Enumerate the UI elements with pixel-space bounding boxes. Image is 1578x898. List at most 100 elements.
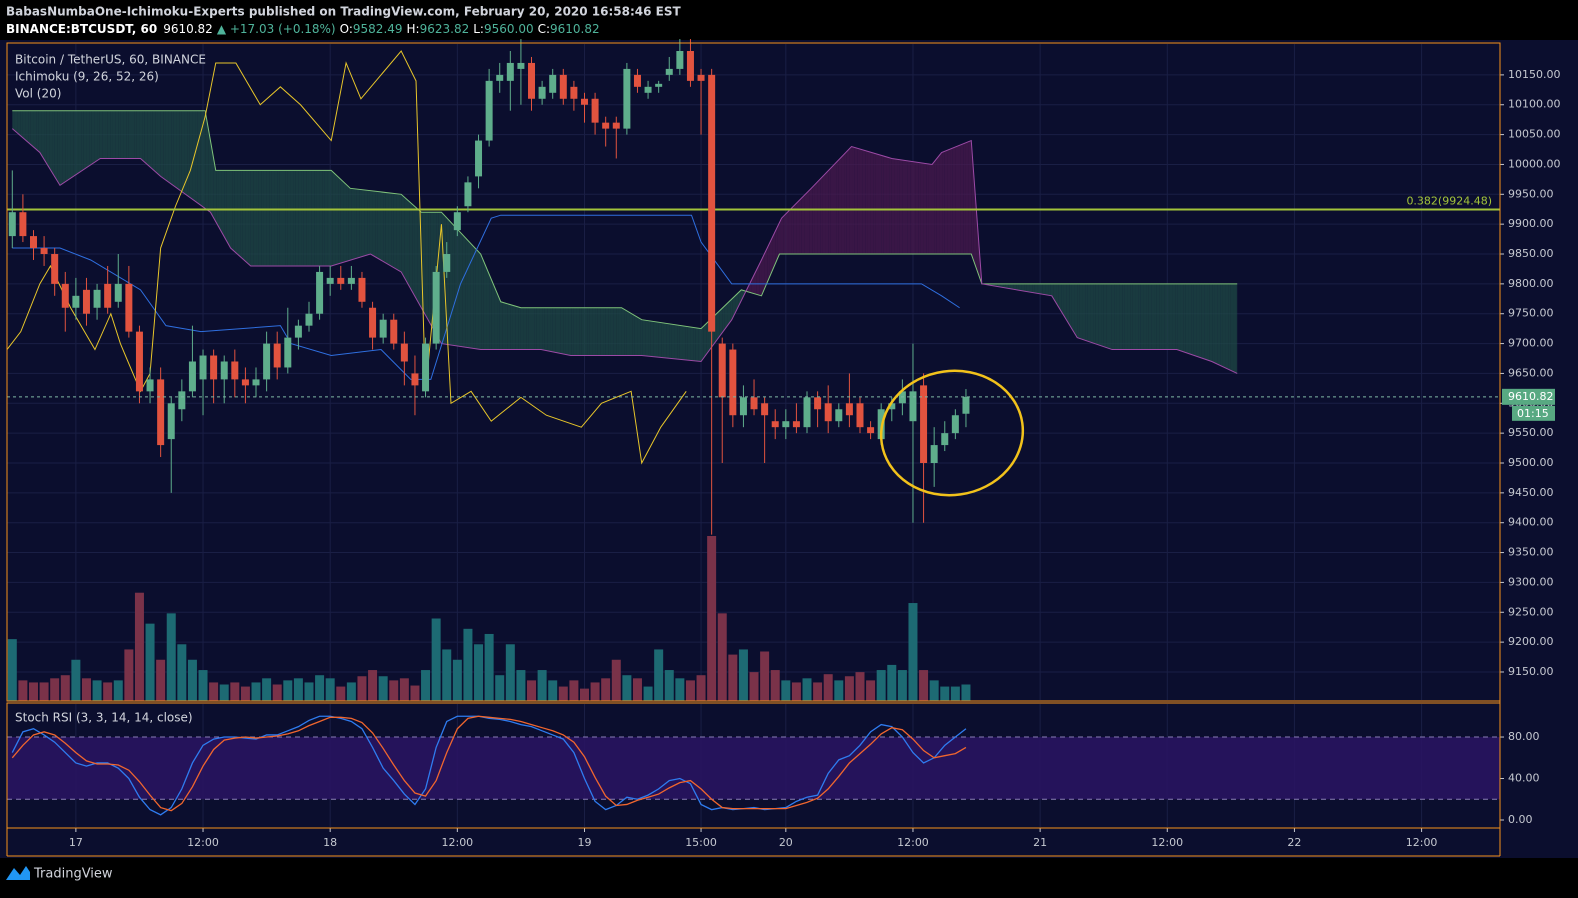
cloud [287, 170, 291, 266]
cloud [497, 292, 500, 350]
y-tick-label: 9850.00 [1508, 247, 1554, 260]
candle-body [771, 421, 779, 428]
cloud [1026, 283, 1030, 293]
cloud [695, 327, 699, 362]
cloud [237, 170, 241, 257]
cloud [891, 158, 895, 255]
cloud [226, 170, 230, 247]
ohlc-label: L: [473, 22, 484, 36]
volume-bar [50, 678, 60, 701]
candle-body [761, 403, 769, 416]
volume-bar [654, 649, 664, 701]
cloud [915, 162, 919, 255]
cloud [187, 110, 190, 198]
x-tick-label: 22 [1287, 836, 1301, 849]
cloud [1204, 283, 1208, 360]
cloud [666, 323, 670, 359]
candle-body [888, 403, 896, 410]
cloud [701, 326, 704, 362]
volume-bar [685, 680, 695, 701]
volume-bar [675, 678, 685, 701]
cloud [338, 176, 341, 264]
cloud [836, 159, 839, 255]
cloud [70, 110, 74, 179]
cloud [632, 314, 635, 356]
cloud [78, 110, 82, 173]
cloud [391, 193, 394, 268]
cloud [428, 212, 431, 325]
volume-bar [177, 644, 187, 701]
cloud [867, 151, 871, 255]
cloud [57, 110, 60, 186]
cloud [624, 309, 627, 356]
cloud [446, 217, 450, 345]
cloud [1095, 283, 1099, 345]
volume-bar [940, 686, 950, 701]
cloud [783, 213, 786, 255]
cloud [462, 234, 466, 348]
cloud [878, 154, 882, 255]
volume-bar [834, 680, 844, 701]
cloud [221, 170, 225, 237]
cloud [54, 110, 58, 182]
cloud [544, 307, 548, 351]
cloud [581, 307, 585, 356]
cloud [232, 170, 235, 252]
cloud [457, 229, 460, 347]
countdown-badge [1512, 405, 1555, 421]
cloud [242, 170, 246, 262]
cloud [767, 242, 770, 283]
candle-body [697, 74, 705, 81]
cloud [897, 159, 900, 255]
cloud [1222, 283, 1226, 368]
footer: TradingView [33, 867, 113, 882]
cloud [343, 181, 347, 263]
cloud [1209, 283, 1213, 362]
candle-body [379, 319, 387, 338]
cloud [123, 110, 127, 159]
cloud [1199, 283, 1202, 359]
candle-body [188, 361, 196, 392]
volume-bar [103, 682, 113, 701]
cloud [952, 146, 956, 255]
volume-bar [632, 678, 642, 701]
cloud [1185, 283, 1189, 354]
volume-bar [378, 676, 388, 701]
cloud [1148, 283, 1152, 350]
cloud [936, 155, 940, 255]
layer: 9150.00 9200.00 9250.00 9300.00 9350.00 9400.… [6, 39, 1561, 849]
cloud [565, 307, 569, 356]
volume-bar [283, 680, 293, 701]
cloud [791, 205, 794, 255]
cloud [1069, 283, 1072, 329]
cloud [589, 307, 593, 356]
volume-bar [410, 685, 420, 701]
cloud [780, 216, 784, 255]
candle-body [326, 277, 334, 284]
candle-body [930, 445, 938, 463]
cloud [719, 308, 723, 337]
cloud [716, 310, 720, 340]
volume-bar [516, 670, 526, 701]
cloud [584, 307, 588, 356]
cloud [62, 110, 66, 184]
cloud [809, 187, 813, 255]
cloud [407, 199, 410, 288]
y-tick-label: 9750.00 [1508, 307, 1554, 320]
cloud [812, 184, 815, 255]
cloud [1050, 283, 1054, 299]
cloud [841, 154, 845, 255]
cloud [375, 191, 378, 259]
cloud [1040, 283, 1043, 295]
candle-body [580, 98, 588, 105]
cloud [316, 170, 320, 266]
cloud [1177, 283, 1181, 351]
candle-body [941, 433, 949, 446]
cloud [1111, 283, 1115, 350]
candle-body [316, 271, 324, 314]
volume-bar [791, 682, 801, 701]
volume-bar [579, 688, 589, 701]
y-tick-label: 10050.00 [1508, 128, 1561, 141]
y-tick-label: 0.00 [1508, 813, 1533, 826]
cloud [785, 211, 789, 255]
